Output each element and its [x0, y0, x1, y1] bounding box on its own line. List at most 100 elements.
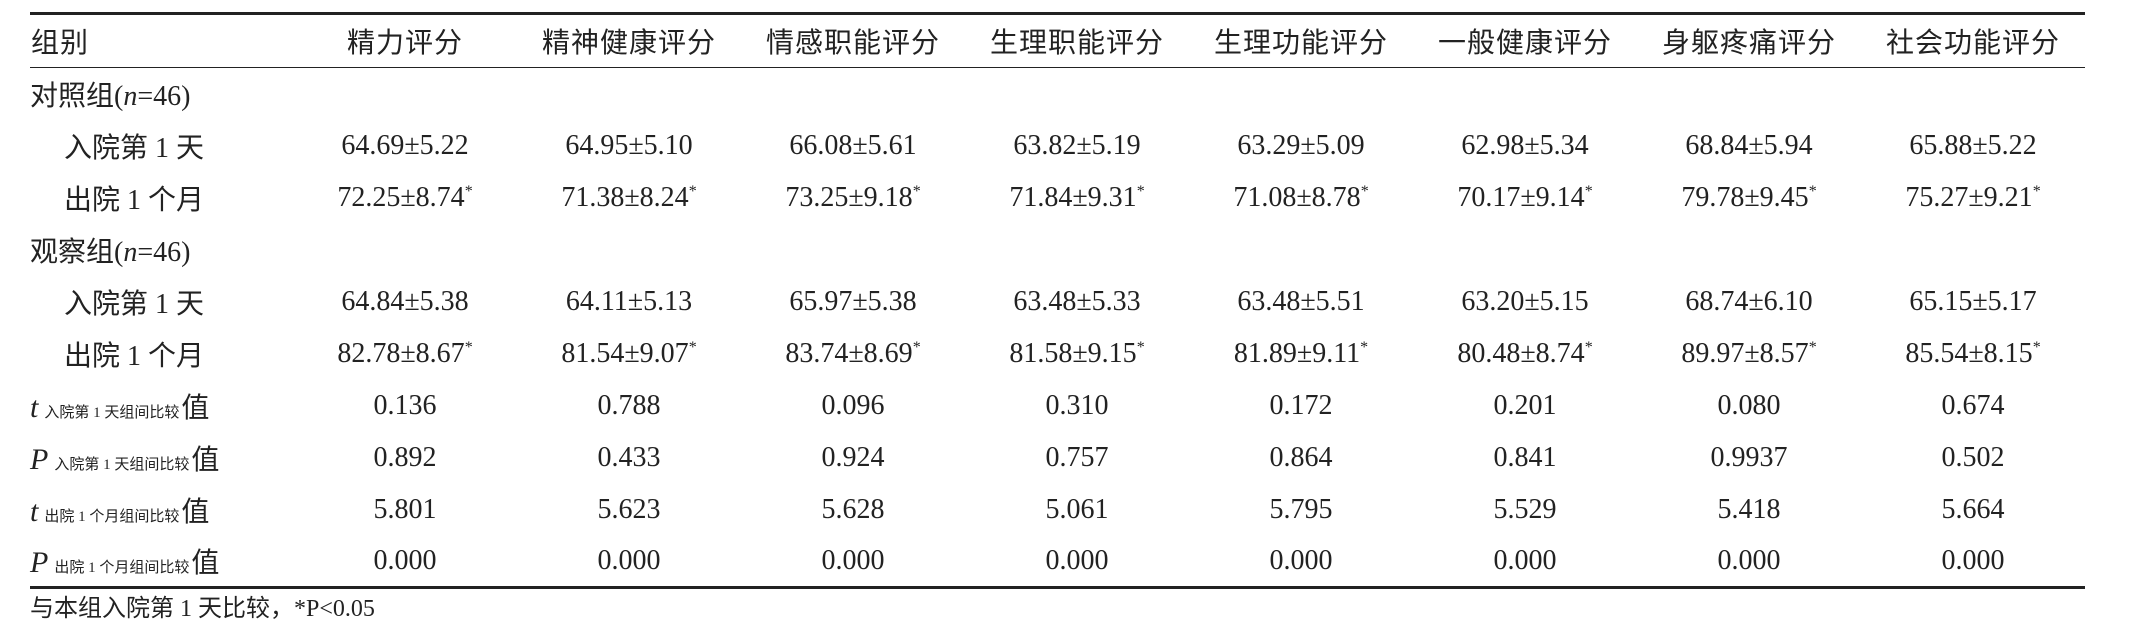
significance-mark: *: [1808, 182, 1817, 200]
stat-suffix: 值: [181, 392, 210, 424]
stat-suffix: 值: [181, 496, 210, 528]
label-part: =46): [137, 80, 191, 112]
value-cell: 5.061: [1045, 493, 1109, 525]
table-row: 对照组(n=46): [30, 68, 2085, 120]
value-cell: 65.88±5.22: [1909, 129, 2037, 161]
value-cell: 0.788: [597, 389, 661, 421]
significance-mark: *: [1360, 338, 1369, 356]
row-label: t 出院 1 个月组间比较值: [30, 484, 293, 536]
value-text: 71.38±8.24: [561, 181, 689, 213]
value-cell: 63.20±5.15: [1461, 285, 1589, 317]
value-text: 71.84±9.31: [1009, 181, 1137, 213]
value-cell: 0.841: [1493, 441, 1557, 473]
value-cell: 64.69±5.22: [341, 129, 469, 161]
value-cell: 63.82±5.19: [1013, 129, 1141, 161]
empty-cell: [293, 68, 2085, 120]
value-cell: 5.628: [821, 493, 885, 525]
value-cell: 0.433: [597, 441, 661, 473]
value-cell: 73.25±9.18*: [741, 172, 965, 224]
significance-mark: *: [464, 338, 473, 356]
value-cell: 0.000: [1717, 544, 1781, 576]
value-cell: 0.096: [821, 389, 885, 421]
value-cell: 63.29±5.09: [1237, 129, 1365, 161]
table-row: 入院第 1 天 64.84±5.38 64.11±5.13 65.97±5.38 63.…: [30, 276, 2085, 328]
value-cell: 5.529: [1493, 493, 1557, 525]
value-cell: 0.000: [373, 544, 437, 576]
row-label: 入院第 1 天: [64, 132, 205, 164]
stat-symbol: t: [30, 390, 39, 424]
value-cell: 0.9937: [1710, 441, 1788, 473]
stat-symbol: t: [30, 494, 39, 528]
table-body: 对照组(n=46) 入院第 1 天 64.69±5.22 64.95±5.10 66.0…: [30, 68, 2085, 588]
stat-subscript: 入院第 1 天组间比较: [54, 456, 190, 473]
header-row: 组别 精力评分 精神健康评分 情感职能评分 生理职能评分 生理功能评分 一般健康评分 身躯疼痛…: [30, 13, 2085, 68]
value-cell: 0.000: [821, 544, 885, 576]
row-label: P 入院第 1 天组间比较值: [30, 432, 293, 484]
value-cell: 0.000: [597, 544, 661, 576]
empty-cell: [293, 224, 2085, 276]
header-cell: 身躯疼痛评分: [1661, 28, 1836, 59]
value-cell: 63.48±5.33: [1013, 285, 1141, 317]
significance-mark: *: [464, 182, 473, 200]
table-row: t 入院第 1 天组间比较值 0.136 0.788 0.096 0.310 0.172 0.…: [30, 380, 2085, 432]
value-cell: 83.74±8.69*: [741, 328, 965, 380]
value-cell: 81.89±9.11*: [1189, 328, 1413, 380]
value-text: 89.97±8.57: [1681, 337, 1809, 369]
value-cell: 0.757: [1045, 441, 1109, 473]
value-cell: 5.664: [1941, 493, 2005, 525]
significance-mark: *: [1584, 182, 1593, 200]
header-cell: 生理职能评分: [989, 28, 1164, 59]
label-part: n: [123, 236, 138, 268]
header-cell: 一般健康评分: [1437, 28, 1612, 59]
value-text: 81.58±9.15: [1009, 337, 1137, 369]
value-cell: 0.924: [821, 441, 885, 473]
value-cell: 0.136: [373, 389, 437, 421]
value-cell: 64.95±5.10: [565, 129, 693, 161]
value-text: 70.17±9.14: [1457, 181, 1585, 213]
header-cell: 组别: [31, 28, 90, 59]
value-cell: 0.201: [1493, 389, 1557, 421]
row-label: 观察组(n=46): [30, 224, 293, 276]
value-cell: 71.08±8.78*: [1189, 172, 1413, 224]
data-table: 组别 精力评分 精神健康评分 情感职能评分 生理职能评分 生理功能评分 一般健康评分 身躯疼痛…: [30, 12, 2085, 589]
value-cell: 5.623: [597, 493, 661, 525]
table-row: 入院第 1 天 64.69±5.22 64.95±5.10 66.08±5.61 63.…: [30, 120, 2085, 172]
value-cell: 0.674: [1941, 389, 2005, 421]
significance-mark: *: [1136, 338, 1145, 356]
value-text: 75.27±9.21: [1905, 181, 2033, 213]
value-cell: 75.27±9.21*: [1861, 172, 2085, 224]
stat-symbol: P: [30, 442, 49, 476]
stat-suffix: 值: [191, 444, 220, 476]
value-cell: 80.48±8.74*: [1413, 328, 1637, 380]
table-row: 出院 1 个月 72.25±8.74* 71.38±8.24* 73.25±9.18*…: [30, 172, 2085, 224]
header-cell: 情感职能评分: [765, 28, 940, 59]
value-text: 83.74±8.69: [785, 337, 913, 369]
page: 组别 精力评分 精神健康评分 情感职能评分 生理职能评分 生理功能评分 一般健康评分 身躯疼痛…: [30, 12, 2085, 622]
header-cell: 精力评分: [346, 28, 463, 59]
value-text: 85.54±8.15: [1905, 337, 2033, 369]
row-label: t 入院第 1 天组间比较值: [30, 380, 293, 432]
value-cell: 0.000: [1045, 544, 1109, 576]
value-cell: 62.98±5.34: [1461, 129, 1589, 161]
label-part: n: [123, 80, 138, 112]
header-cell: 生理功能评分: [1213, 28, 1388, 59]
table-row: 观察组(n=46): [30, 224, 2085, 276]
value-text: 81.89±9.11: [1233, 337, 1361, 369]
value-cell: 5.801: [373, 493, 437, 525]
value-cell: 5.795: [1269, 493, 1333, 525]
significance-mark: *: [688, 338, 697, 356]
stat-symbol: P: [30, 545, 49, 579]
row-label: 出院 1 个月: [64, 184, 205, 216]
row-label: 入院第 1 天: [64, 288, 205, 320]
value-cell: 64.84±5.38: [341, 285, 469, 317]
header-cell: 社会功能评分: [1885, 28, 2060, 59]
label-part: 观察组(: [30, 236, 124, 268]
row-label: 出院 1 个月: [64, 340, 205, 372]
value-cell: 71.84±9.31*: [965, 172, 1189, 224]
value-cell: 0.080: [1717, 389, 1781, 421]
value-cell: 0.000: [1269, 544, 1333, 576]
value-cell: 63.48±5.51: [1237, 285, 1365, 317]
value-text: 71.08±8.78: [1233, 181, 1361, 213]
value-cell: 0.000: [1941, 544, 2005, 576]
value-cell: 79.78±9.45*: [1637, 172, 1861, 224]
